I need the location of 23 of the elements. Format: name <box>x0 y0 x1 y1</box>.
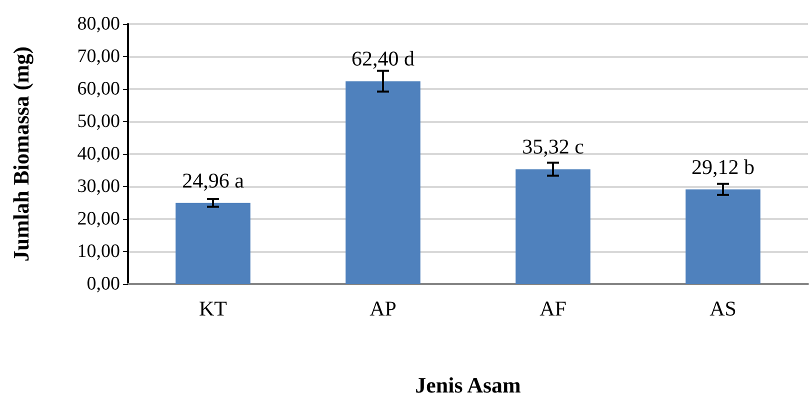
y-tick-label: 10,00 <box>77 241 120 262</box>
data-label: 24,96 a <box>182 168 245 192</box>
bar <box>346 81 420 284</box>
y-tick-label: 30,00 <box>77 176 120 197</box>
x-axis-title: Jenis Asam <box>415 372 521 398</box>
x-tick-label: AP <box>370 296 396 320</box>
x-tick-label: AS <box>710 296 736 320</box>
y-tick-label: 80,00 <box>77 14 120 34</box>
y-tick-label: 70,00 <box>77 46 120 67</box>
bar <box>176 202 250 284</box>
y-tick-label: 20,00 <box>77 208 120 230</box>
x-tick-label: AF <box>540 296 566 320</box>
y-tick-label: 60,00 <box>77 78 120 100</box>
y-tick-label: 50,00 <box>77 111 120 132</box>
data-label: 62,40 d <box>352 46 415 71</box>
y-axis-title: Jumlah Biomassa (mg) <box>8 46 34 262</box>
bar <box>686 189 760 284</box>
y-tick-label: 0,00 <box>86 274 120 294</box>
data-label: 29,12 b <box>692 154 754 179</box>
bar <box>516 169 590 284</box>
data-label: 35,32 c <box>522 134 584 159</box>
y-tick-label: 40,00 <box>77 144 120 164</box>
x-tick-label: KT <box>199 296 228 320</box>
